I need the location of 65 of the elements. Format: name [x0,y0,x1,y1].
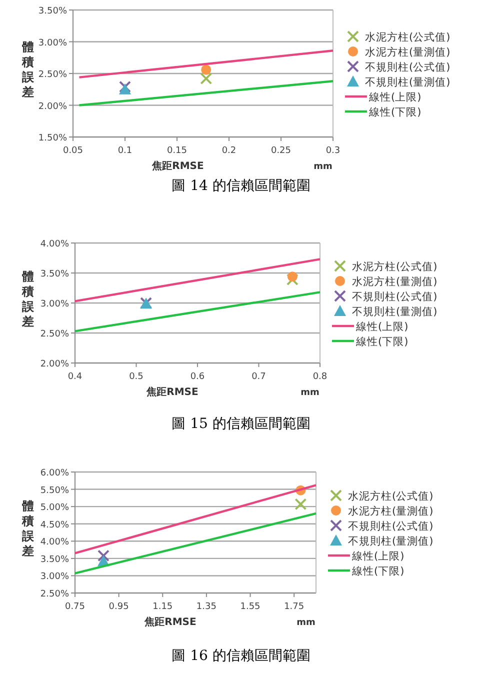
y-axis-title: 體積誤差 [21,270,35,328]
legend-label: 水泥方柱(量測值) [365,46,450,58]
legend-label: 不規則柱(量測值) [365,76,450,88]
y-tick-label: 4.50% [40,520,70,530]
text: mm [296,618,316,628]
x-tick-label: 1.35 [196,602,216,612]
caption: 圖 15 的信賴區間範圍 [172,416,310,432]
legend-label: 不規則柱(公式值) [365,60,450,74]
y-tick-label: 2.00% [40,360,70,370]
legend-label: 線性(上限) [351,550,404,562]
legend-label: 不規則柱(量測值) [348,536,434,548]
legend-label: 線性(下限) [355,336,408,348]
y-tick-label: 3.50% [40,270,70,280]
y-tick-label: 5.00% [40,503,70,514]
x-tick-label: 0.95 [108,602,129,612]
legend-label: 水泥方柱(公式值) [365,30,450,44]
x-tick-label: 0.4 [68,372,82,382]
legend-label: 線性(下限) [351,566,404,578]
x-tick-label: 1.55 [240,602,260,612]
caption: 圖 14 的信賴區間範圍 [172,178,310,194]
x-tick-label: 0.3 [326,146,340,156]
y-tick-label: 2.50% [40,330,70,340]
x-tick-label: 0.7 [252,372,266,382]
legend-label: 水泥方柱(量測值) [352,275,438,288]
x-tick-label: 0.75 [64,602,86,612]
legend-label: 水泥方柱(公式值) [352,260,438,273]
x-tick-label: 0.2 [222,146,236,156]
y-tick-label: 2.50% [40,590,70,600]
legend-label: 線性(上限) [355,320,408,333]
x-tick-label: 0.1 [118,146,132,156]
y-axis-title: 體積誤差 [21,40,35,99]
y-tick-label: 2.00% [38,102,68,112]
x-axis-title: 焦距RMSE [146,386,199,398]
legend-label: 線性(上限) [368,90,422,104]
x-tick-label: 0.15 [166,146,188,156]
x-tick-label: 1.15 [152,602,173,612]
y-tick-label: 2.50% [38,70,68,80]
legend-label: 不規則柱(公式值) [352,290,438,303]
y-tick-label: 3.00% [40,572,70,582]
x-tick-label: 0.6 [190,372,205,382]
legend-label: 不規則柱(量測值) [352,306,438,318]
y-tick-label: 6.00% [40,468,70,478]
y-axis-title: 體積誤差 [21,499,35,558]
y-tick-label: 3.50% [40,554,70,565]
y-tick-label: 3.00% [40,300,70,310]
x-axis-title: 焦距RMSE [151,160,204,172]
x-tick-label: 0.25 [270,146,292,156]
y-tick-label: 3.50% [38,6,68,16]
x-tick-label: 0.05 [62,146,84,156]
x-axis-title: 焦距RMSE [144,616,197,628]
legend-label: 不規則柱(公式值) [348,520,434,532]
legend-label: 水泥方柱(量測值) [348,504,434,518]
legend-label: 水泥方柱(公式值) [348,490,434,502]
y-tick-label: 1.50% [38,134,68,144]
text: mm [314,162,332,172]
x-tick-label: 0.5 [129,372,144,382]
y-tick-label: 5.50% [40,486,70,496]
y-tick-label: 3.00% [38,38,68,48]
text: mm [300,388,320,398]
y-tick-label: 4.00% [40,538,70,548]
caption: 圖 16 的信賴區間範圍 [172,648,310,664]
y-tick-label: 4.00% [40,240,70,250]
x-tick-label: 1.75 [284,602,304,612]
legend-label: 線性(下限) [368,106,422,118]
x-tick-label: 0.8 [312,372,328,382]
